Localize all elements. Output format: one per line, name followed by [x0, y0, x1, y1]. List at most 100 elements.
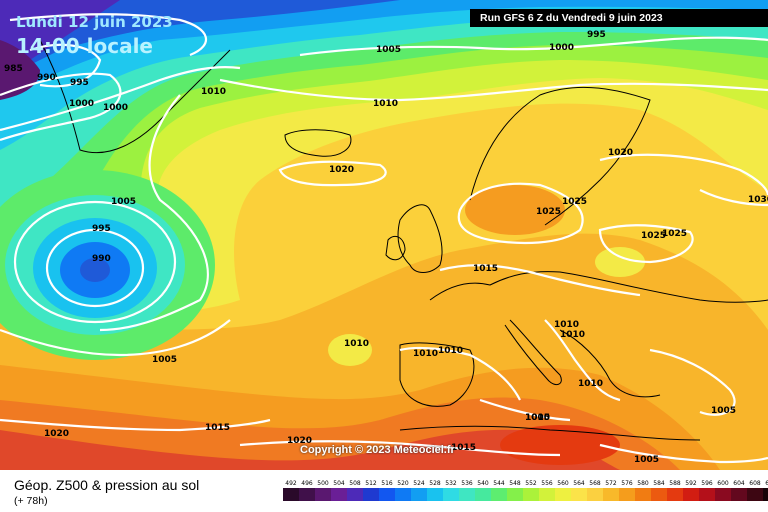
scale-label: 600 — [717, 480, 729, 487]
isobar-label: 1010 — [554, 320, 579, 330]
isobar-label: 1000 — [69, 99, 94, 109]
scale-step: 564 — [571, 479, 587, 501]
isobar-line — [544, 319, 621, 402]
scale-label: 568 — [589, 480, 601, 487]
isobar-label: 1025 — [641, 231, 666, 241]
scale-step: 552 — [523, 479, 539, 501]
isobar-label: 1000 — [103, 103, 128, 113]
scale-step: 568 — [587, 479, 603, 501]
scale-label: 576 — [621, 480, 633, 487]
scale-label: 572 — [605, 480, 617, 487]
scale-step: 604 — [731, 479, 747, 501]
scale-step: 528 — [427, 479, 443, 501]
scale-label: 496 — [301, 480, 313, 487]
scale-swatch — [587, 488, 603, 501]
isobar-label: 1020 — [44, 429, 69, 439]
scale-label: 524 — [413, 480, 425, 487]
model-run-label: Run GFS 6 Z du Vendredi 9 juin 2023 — [470, 9, 768, 27]
coastline-northafrica — [399, 425, 701, 441]
isobar-line — [399, 346, 521, 401]
scale-swatch — [363, 488, 379, 501]
isobar-line — [479, 398, 571, 422]
scale-step: 516 — [379, 479, 395, 501]
isobar-label: 1010 — [560, 330, 585, 340]
z500-band — [0, 0, 400, 80]
warm-pocket — [595, 247, 645, 277]
isobar-label: 1005 — [376, 45, 401, 55]
isobar-line — [599, 153, 768, 196]
scale-swatch — [619, 488, 635, 501]
isobar-line — [0, 319, 231, 357]
scale-swatch — [763, 488, 768, 501]
scale-step: 536 — [459, 479, 475, 501]
scale-swatch — [731, 488, 747, 501]
coastline-iberia — [399, 342, 475, 407]
isobar-line — [699, 189, 768, 207]
scale-swatch — [427, 488, 443, 501]
scale-swatch — [539, 488, 555, 501]
isobar-line — [0, 66, 241, 132]
scale-label: 548 — [509, 480, 521, 487]
isobar-line — [0, 72, 122, 142]
scale-swatch — [683, 488, 699, 501]
scale-label: 552 — [525, 480, 537, 487]
isobar-label: 1025 — [536, 207, 561, 217]
scale-swatch — [555, 488, 571, 501]
coastline-balkans — [559, 329, 661, 398]
isobar-label: 1005 — [525, 413, 550, 423]
scale-step: 608 — [747, 479, 763, 501]
scale-label: 564 — [573, 480, 585, 487]
weather-map: 985 990 995 1000 1000 1005 1000 995 1010… — [0, 0, 768, 470]
isobar-line — [598, 224, 694, 264]
scale-label: 604 — [733, 480, 745, 487]
scale-swatch — [603, 488, 619, 501]
isobar-label: 1010 — [438, 346, 463, 356]
coastline-iceland — [284, 129, 352, 157]
scale-step: 576 — [619, 479, 635, 501]
isobar-line — [457, 182, 584, 245]
isobar-label: 1015 — [205, 423, 230, 433]
scale-step: 492 — [283, 479, 299, 501]
isobar-label: 1005 — [711, 406, 736, 416]
scale-label: 588 — [669, 480, 681, 487]
scale-step: 572 — [603, 479, 619, 501]
coastline-greenland — [39, 39, 231, 154]
isobar-label: 1010 — [373, 99, 398, 109]
scale-swatch — [459, 488, 475, 501]
isobar-label: 1010 — [413, 349, 438, 359]
scale-swatch — [571, 488, 587, 501]
scale-swatch — [379, 488, 395, 501]
scale-label: 532 — [445, 480, 457, 487]
coastline-scandinavia — [469, 86, 651, 226]
isobar-line — [299, 36, 768, 57]
scale-step: 588 — [667, 479, 683, 501]
isobar-line — [9, 13, 208, 57]
scale-swatch — [315, 488, 331, 501]
scale-swatch — [395, 488, 411, 501]
scale-step: 512 — [363, 479, 379, 501]
coastline-italy — [504, 319, 562, 386]
scale-swatch — [747, 488, 763, 501]
scale-step: 592 — [683, 479, 699, 501]
scale-step: 560 — [555, 479, 571, 501]
forecast-time: 14:00 locale — [16, 34, 153, 58]
scale-label: 584 — [653, 480, 665, 487]
color-scale-legend: 492 496 500 504 508 512 516 520 524 528 532 536 540 5… — [283, 479, 768, 501]
scale-step: 612 — [763, 479, 768, 501]
isobar-label: 995 — [587, 30, 606, 40]
isobar-label: 1005 — [152, 355, 177, 365]
isobar-line — [45, 228, 145, 308]
isobar-label: 1020 — [608, 148, 633, 158]
isobar-line — [649, 348, 736, 416]
scale-label: 508 — [349, 480, 361, 487]
scale-step: 496 — [299, 479, 315, 501]
scale-swatch — [283, 488, 299, 501]
map-footer: Géop. Z500 & pression au sol (+ 78h) 492… — [0, 470, 768, 512]
isobar-label: 1015 — [473, 264, 498, 274]
scale-label: 608 — [749, 480, 761, 487]
scale-swatch — [523, 488, 539, 501]
scale-label: 492 — [285, 480, 297, 487]
isobar-line — [439, 264, 641, 297]
scale-swatch — [699, 488, 715, 501]
isobar-label: 1020 — [329, 165, 354, 175]
